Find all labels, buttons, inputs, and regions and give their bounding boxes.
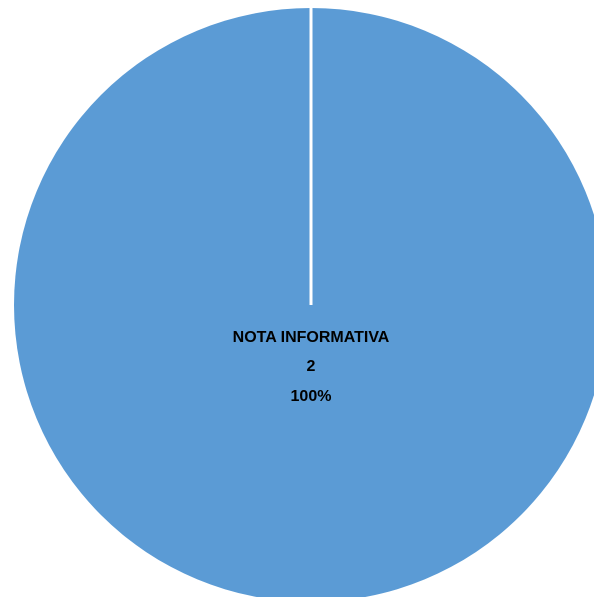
slice-label-category: NOTA INFORMATIVA [233,329,390,346]
pie-slices [14,8,594,597]
pie-slice-0 [14,8,594,597]
slice-label-value: 2 [307,358,316,375]
slice-label-percent: 100% [291,388,332,405]
slice-labels: NOTA INFORMATIVA 2 100% [233,329,390,405]
